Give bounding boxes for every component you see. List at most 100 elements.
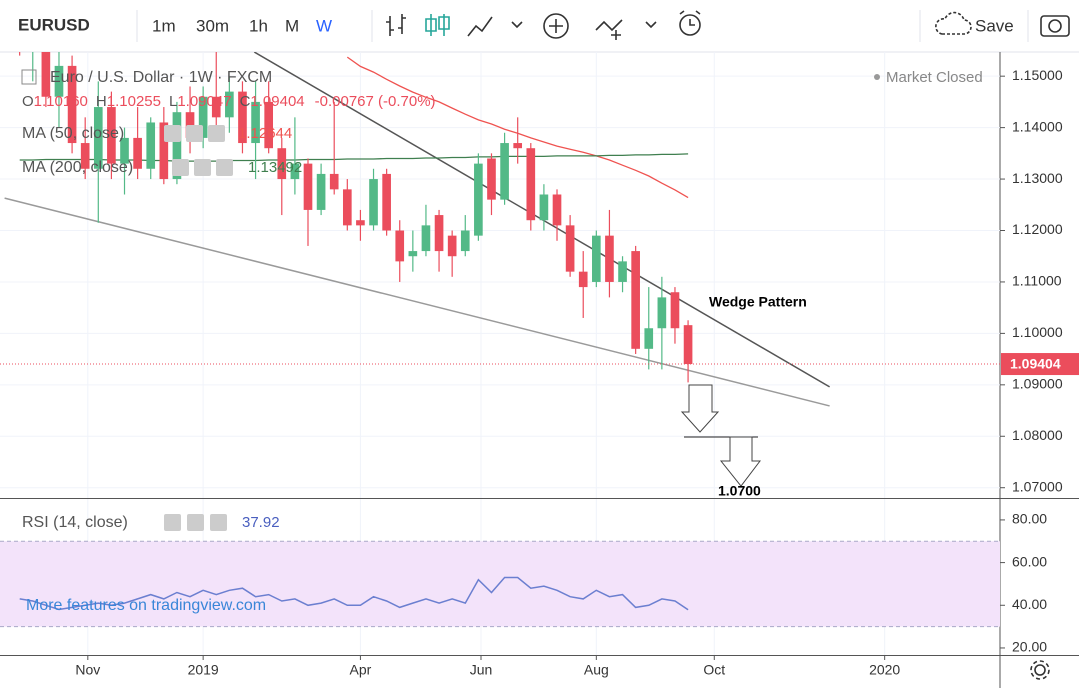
candle-body: [592, 235, 601, 282]
dot: ·: [174, 69, 188, 86]
legend-buttons[interactable]: [164, 125, 233, 176]
candle-body: [80, 143, 90, 169]
rsi-line: [19, 576, 689, 611]
candle-body: [434, 215, 444, 252]
candle-body: [644, 328, 654, 349]
legend-buttons[interactable]: [164, 514, 227, 531]
y-tick-label: 1.14000: [1012, 118, 1063, 134]
ma-legend: MA (50, close): [22, 125, 124, 142]
y-tick-label: 1.09000: [1012, 376, 1063, 392]
candle-body: [395, 230, 405, 262]
candle-body: [211, 96, 221, 118]
candle-body: [329, 173, 339, 190]
candle-body: [670, 292, 680, 329]
interval: 1W: [189, 69, 214, 86]
candle-body: [474, 163, 483, 236]
interval-button[interactable]: 30m: [196, 16, 229, 35]
interval-button[interactable]: 1m: [152, 16, 176, 35]
candle-body: [303, 163, 313, 210]
market-status: Market Closed: [886, 69, 983, 86]
ohlc-label: C: [240, 93, 251, 110]
candle-body: [513, 143, 523, 149]
candle-body: [578, 271, 588, 288]
ma-value: 1.13492: [248, 159, 302, 176]
candle-body: [382, 173, 391, 231]
candle-body: [198, 96, 208, 138]
y-tick-label: 1.07000: [1012, 478, 1063, 494]
candle-body: [369, 179, 378, 226]
candle-body: [133, 137, 142, 169]
interval-button-active[interactable]: W: [316, 16, 332, 35]
x-tick-label: 2020: [869, 662, 900, 678]
ohlc-change: -0.00767 (-0.70%): [315, 93, 436, 110]
candle-body: [277, 148, 287, 180]
candle-body: [605, 235, 614, 282]
candle-body: [93, 107, 103, 169]
dot: ·: [213, 69, 227, 86]
target-arrows: [680, 384, 762, 487]
rsi-legend: RSI (14, close): [22, 514, 128, 531]
x-tick-label: Jun: [470, 662, 493, 678]
candle-body: [316, 173, 326, 210]
candle-body: [225, 91, 234, 118]
candle-body: [487, 158, 496, 200]
ohlc-value: 1.10255: [107, 93, 161, 110]
rsi-plot: [0, 540, 1000, 628]
candle-body: [172, 112, 182, 180]
settings-icon[interactable]: [1030, 660, 1050, 680]
candle-body: [290, 163, 300, 180]
candle-body: [421, 225, 431, 252]
candle-body: [618, 261, 627, 282]
candle-body: [264, 101, 274, 149]
axes: 1.15000 1.14000 1.13000 1.12000 1.11000 1.100…: [75, 67, 1079, 678]
candle-body: [238, 91, 247, 144]
x-tick-label: Nov: [75, 662, 100, 678]
x-tick-label: Oct: [703, 662, 725, 678]
candle-body: [552, 194, 562, 226]
candle-body: [526, 148, 536, 221]
y-tick-label: 1.10000: [1012, 324, 1063, 340]
candle-body: [159, 122, 169, 180]
y-tick-label: 1.15000: [1012, 67, 1063, 83]
candle-body: [460, 230, 470, 252]
source: FXCM: [227, 69, 272, 86]
candle-body: [565, 225, 575, 272]
y-tick-label: 1.11000: [1012, 273, 1062, 289]
candle-body: [67, 65, 77, 144]
last-price-label: 1.09404: [1010, 356, 1061, 372]
candle-body: [120, 137, 129, 164]
candle-body: [356, 220, 365, 226]
candle-body: [657, 297, 667, 329]
y-tick-label: 1.08000: [1012, 427, 1063, 443]
candle-body: [683, 325, 693, 365]
ma-legend: MA (200, close): [22, 159, 133, 176]
candle-body: [54, 65, 64, 97]
x-tick-label: 2019: [188, 662, 219, 678]
symbol[interactable]: EURUSD: [18, 15, 90, 34]
candle-body: [41, 52, 51, 97]
legend-title: Euro / U.S. Dollar · 1W · FXCM: [50, 69, 272, 86]
ohlc-label: H: [96, 93, 107, 110]
rsi-tick-label: 60.00: [1012, 553, 1047, 569]
status-dot: [874, 74, 880, 80]
moving-average: [19, 153, 689, 162]
candle-body: [631, 251, 640, 349]
toolbar-icons[interactable]: [386, 10, 1070, 40]
x-tick-label: Aug: [584, 662, 609, 678]
interval-button[interactable]: M: [285, 16, 299, 35]
save-button[interactable]: Save: [975, 16, 1014, 35]
ohlc-value: 1.09404: [250, 93, 304, 110]
rsi-tick-label: 20.00: [1012, 639, 1047, 655]
rsi-band: [0, 541, 1000, 627]
candle-body: [146, 122, 156, 169]
candle-body: [539, 194, 549, 221]
legend-toggle[interactable]: [21, 69, 37, 85]
trendline: [4, 197, 830, 407]
interval-button[interactable]: 1h: [249, 16, 268, 35]
promo-link[interactable]: More features on tradingview.com: [26, 597, 266, 614]
candle-body: [251, 101, 260, 144]
ohlc-label: L: [169, 93, 177, 110]
price-plot: [0, 52, 1000, 407]
rsi-tick-label: 80.00: [1012, 511, 1047, 527]
